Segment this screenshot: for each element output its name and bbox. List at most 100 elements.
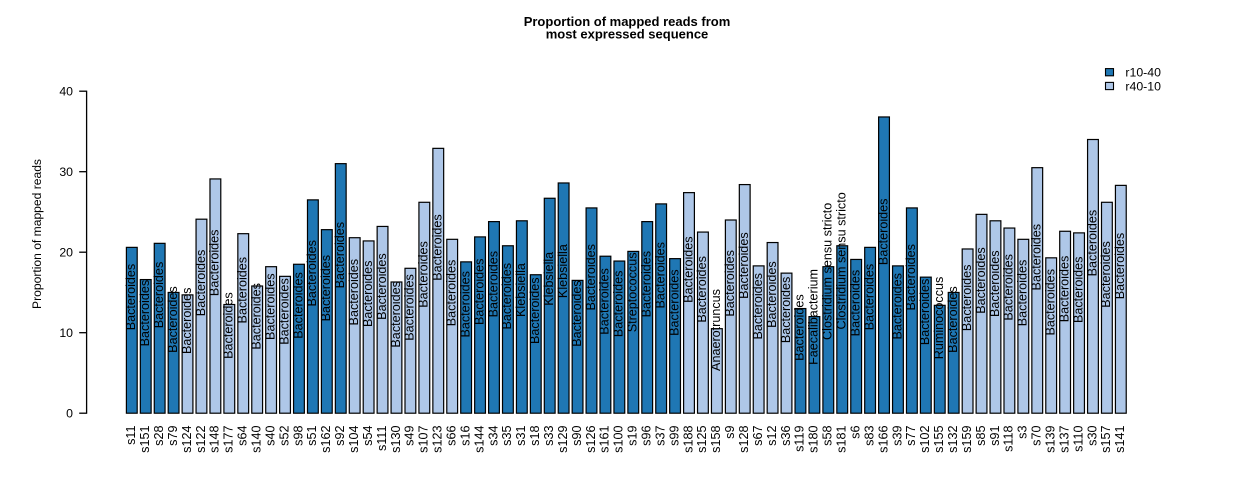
svg-text:s181: s181 [835, 426, 849, 453]
svg-text:Bacteroides: Bacteroides [333, 222, 347, 289]
svg-text:Bacteroides: Bacteroides [695, 256, 709, 323]
svg-text:s33: s33 [542, 426, 556, 446]
svg-text:Bacteroides: Bacteroides [444, 260, 458, 327]
svg-text:s107: s107 [417, 426, 431, 453]
svg-text:Bacteroides: Bacteroides [904, 244, 918, 311]
svg-text:s85: s85 [974, 426, 988, 446]
svg-text:Bacteroides: Bacteroides [222, 292, 236, 359]
svg-text:s161: s161 [598, 426, 612, 453]
svg-text:Bacteroides: Bacteroides [779, 277, 793, 344]
svg-text:Bacteroides: Bacteroides [1043, 269, 1057, 336]
svg-text:Bacteroides: Bacteroides [180, 288, 194, 355]
svg-text:s128: s128 [737, 426, 751, 453]
svg-text:Bacteroides: Bacteroides [1113, 233, 1127, 300]
svg-text:40: 40 [59, 85, 73, 99]
svg-text:Bacteroides: Bacteroides [765, 261, 779, 328]
svg-text:Ruminococcus: Ruminococcus [932, 277, 946, 360]
svg-text:Bacteroides: Bacteroides [1002, 254, 1016, 321]
svg-text:Bacteroides: Bacteroides [612, 271, 626, 338]
svg-text:Bacteroides: Bacteroides [375, 253, 389, 320]
svg-text:Bacteroides: Bacteroides [236, 257, 250, 324]
svg-text:Bacteroides: Bacteroides [124, 264, 138, 331]
svg-text:Bacteroides: Bacteroides [263, 273, 277, 340]
svg-text:s130: s130 [389, 426, 403, 453]
svg-text:s51: s51 [305, 426, 319, 446]
svg-text:s9: s9 [723, 426, 737, 439]
svg-text:Bacteroides: Bacteroides [389, 281, 403, 348]
svg-text:Bacteroides: Bacteroides [1099, 241, 1113, 308]
svg-text:s159: s159 [960, 426, 974, 453]
svg-text:Bacteroides: Bacteroides [291, 272, 305, 339]
svg-text:s122: s122 [194, 426, 208, 453]
svg-text:s158: s158 [709, 426, 723, 453]
svg-text:s36: s36 [779, 426, 793, 446]
svg-text:Bacteroides: Bacteroides [974, 247, 988, 314]
svg-text:Bacteroides: Bacteroides [681, 236, 695, 303]
svg-text:s64: s64 [236, 426, 250, 446]
svg-text:Bacteroides: Bacteroides [472, 259, 486, 326]
svg-text:s30: s30 [1085, 426, 1099, 446]
svg-text:Bacteroides: Bacteroides [667, 269, 681, 336]
svg-text:s157: s157 [1099, 426, 1113, 453]
svg-text:s124: s124 [180, 426, 194, 453]
svg-text:s3: s3 [1016, 426, 1030, 439]
svg-text:Anaerotruncus: Anaerotruncus [709, 289, 723, 371]
svg-text:Bacteroides: Bacteroides [500, 263, 514, 330]
svg-text:s148: s148 [208, 426, 222, 453]
svg-text:Bacteroides: Bacteroides [319, 255, 333, 322]
svg-text:s99: s99 [667, 426, 681, 446]
svg-text:Bacteroides: Bacteroides [138, 280, 152, 347]
svg-text:s110: s110 [1071, 426, 1085, 452]
svg-text:Bacteroides: Bacteroides [876, 199, 890, 266]
svg-text:s49: s49 [403, 426, 417, 446]
svg-text:Clostridium sensu stricto: Clostridium sensu stricto [821, 203, 835, 340]
svg-text:Bacteroides: Bacteroides [458, 271, 472, 338]
svg-text:30: 30 [59, 165, 73, 179]
svg-text:Bacteroides: Bacteroides [598, 268, 612, 335]
svg-text:s139: s139 [1043, 426, 1057, 453]
svg-text:Bacteroides: Bacteroides [848, 270, 862, 337]
svg-text:s104: s104 [347, 426, 361, 453]
svg-text:Klebsiella: Klebsiella [542, 252, 556, 306]
svg-text:Bacteroides: Bacteroides [988, 250, 1002, 317]
svg-text:s70: s70 [1030, 426, 1044, 446]
svg-text:s180: s180 [807, 426, 821, 453]
svg-text:most expressed sequence: most expressed sequence [546, 27, 709, 42]
svg-text:s129: s129 [556, 426, 570, 453]
svg-text:s91: s91 [988, 426, 1002, 446]
svg-text:s125: s125 [695, 426, 709, 453]
svg-text:Bacteroides: Bacteroides [431, 214, 445, 281]
svg-text:s77: s77 [904, 426, 918, 446]
svg-text:s58: s58 [821, 426, 835, 446]
svg-text:s123: s123 [431, 426, 445, 453]
svg-text:s98: s98 [291, 426, 305, 446]
svg-text:Bacteroides: Bacteroides [653, 242, 667, 309]
svg-text:r40-10: r40-10 [1125, 79, 1161, 93]
svg-text:Bacteroides: Bacteroides [946, 286, 960, 353]
svg-text:Bacteroides: Bacteroides [737, 232, 751, 299]
svg-text:Proportion of mapped reads fro: Proportion of mapped reads from [524, 14, 731, 29]
svg-text:s162: s162 [319, 426, 333, 453]
svg-text:s34: s34 [486, 426, 500, 446]
svg-text:s100: s100 [612, 426, 626, 453]
svg-text:s67: s67 [751, 426, 765, 446]
svg-text:Bacteroides: Bacteroides [1016, 260, 1030, 327]
svg-text:s11: s11 [124, 426, 138, 445]
svg-text:s54: s54 [361, 426, 375, 446]
svg-text:s177: s177 [222, 426, 236, 453]
svg-text:s151: s151 [138, 426, 152, 453]
svg-text:Bacteroides: Bacteroides [277, 278, 291, 345]
svg-text:Bacteroides: Bacteroides [528, 277, 542, 344]
svg-text:Bacteroides: Bacteroides [584, 244, 598, 311]
svg-text:s79: s79 [166, 426, 180, 446]
svg-text:s12: s12 [765, 426, 779, 446]
svg-text:s39: s39 [890, 426, 904, 446]
svg-text:Bacteroides: Bacteroides [152, 262, 166, 329]
svg-text:s144: s144 [472, 426, 486, 453]
svg-text:s16: s16 [458, 426, 472, 446]
svg-text:Bacteroides: Bacteroides [417, 241, 431, 308]
svg-text:Bacteroides: Bacteroides [194, 250, 208, 317]
svg-text:Bacteroides: Bacteroides [793, 294, 807, 361]
svg-text:Bacteroides: Bacteroides [208, 230, 222, 297]
svg-text:s31: s31 [514, 426, 528, 446]
